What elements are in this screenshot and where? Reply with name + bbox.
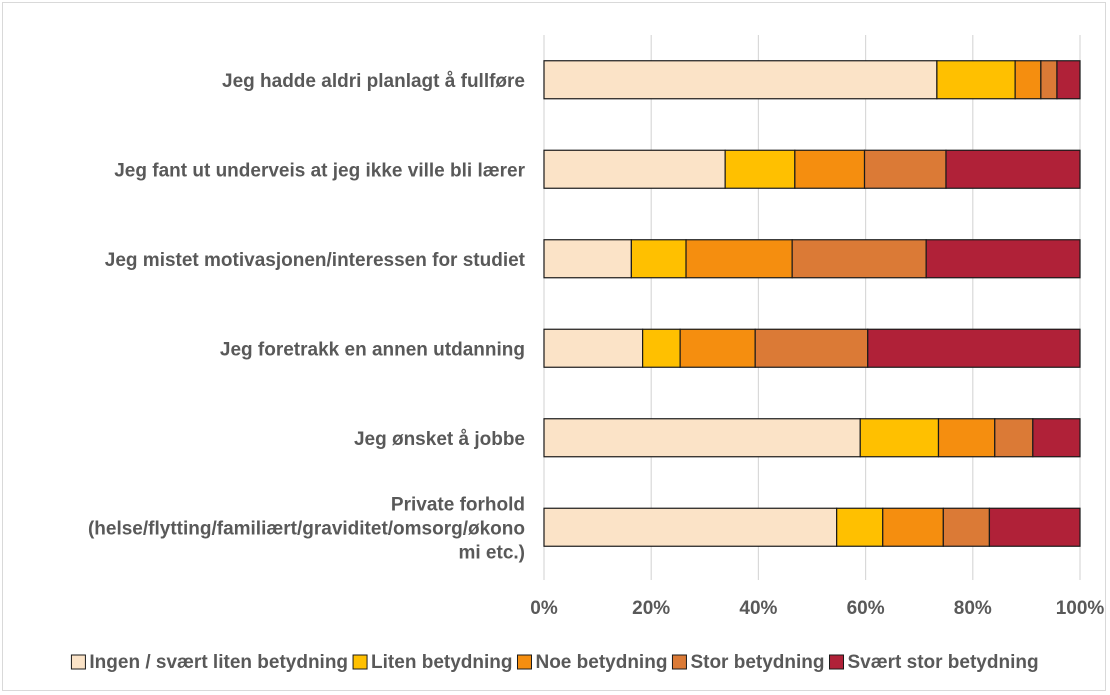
category-label: mi etc.) (458, 542, 525, 563)
x-tick-label: 100% (1056, 598, 1105, 619)
x-tick-label: 20% (632, 598, 670, 619)
legend-label: Noe betydning (535, 652, 667, 673)
bar-segment (724, 149, 796, 189)
bar-segment (685, 239, 793, 279)
category-label: Private forhold (391, 494, 525, 515)
bar-segment (836, 507, 884, 547)
bar-segment (988, 507, 1081, 547)
bar-segment (543, 507, 838, 547)
bar-segment (543, 328, 644, 368)
bar-segment (543, 60, 938, 100)
x-tick-label: 40% (739, 598, 777, 619)
legend-label: Svært stor betydning (848, 652, 1039, 673)
bar-segment (1056, 60, 1081, 100)
legend-swatch (352, 654, 368, 670)
category-label: Jeg foretrakk en annen utdanning (220, 339, 525, 360)
gridlines (543, 35, 1081, 580)
bar-segment (642, 328, 681, 368)
category-label: Jeg hadde aldri planlagt å fullføre (222, 71, 525, 92)
bar-segment (754, 328, 869, 368)
legend-swatch (516, 654, 532, 670)
bar-segment (543, 239, 632, 279)
bar-segment (994, 418, 1034, 458)
bar-segment (937, 418, 996, 458)
bar-segment (945, 149, 1081, 189)
bar-segment (936, 60, 1016, 100)
bar-segment (791, 239, 927, 279)
category-label: Jeg mistet motivasjonen/interessen for s… (105, 250, 526, 271)
x-tick-label: 0% (530, 598, 558, 619)
bar-segment (882, 507, 944, 547)
category-label: Jeg ønsket å jobbe (354, 429, 525, 450)
bar-segment (1040, 60, 1058, 100)
legend: Ingen / svært liten betydning Liten betyd… (70, 652, 1039, 673)
bar-segment (679, 328, 756, 368)
category-label: (helse/flytting/familiært/graviditet/oms… (88, 518, 525, 539)
bar-segment (925, 239, 1081, 279)
bars (543, 60, 1081, 547)
legend-swatch (829, 654, 845, 670)
bar-segment (543, 149, 726, 189)
category-label: Jeg fant ut underveis at jeg ikke ville … (114, 160, 525, 181)
legend-swatch (671, 654, 687, 670)
legend-swatch (70, 654, 86, 670)
bar-segment (794, 149, 866, 189)
bar-segment (867, 328, 1081, 368)
legend-label: Liten betydning (371, 652, 512, 673)
x-axis-tick-labels: 0% 20% 40% 60% 80% 100% (530, 598, 1104, 619)
bar-segment (863, 149, 947, 189)
legend-label: Ingen / svært liten betydning (89, 652, 348, 673)
legend-label: Stor betydning (690, 652, 824, 673)
bar-segment (1032, 418, 1081, 458)
bar-segment (1014, 60, 1042, 100)
bar-segment (859, 418, 940, 458)
bar-segment (543, 418, 861, 458)
x-tick-label: 60% (847, 598, 885, 619)
x-tick-label: 80% (954, 598, 992, 619)
bar-segment (630, 239, 687, 279)
category-labels: Jeg hadde aldri planlagt å fullføre Jeg f… (88, 71, 526, 564)
bar-segment (942, 507, 991, 547)
